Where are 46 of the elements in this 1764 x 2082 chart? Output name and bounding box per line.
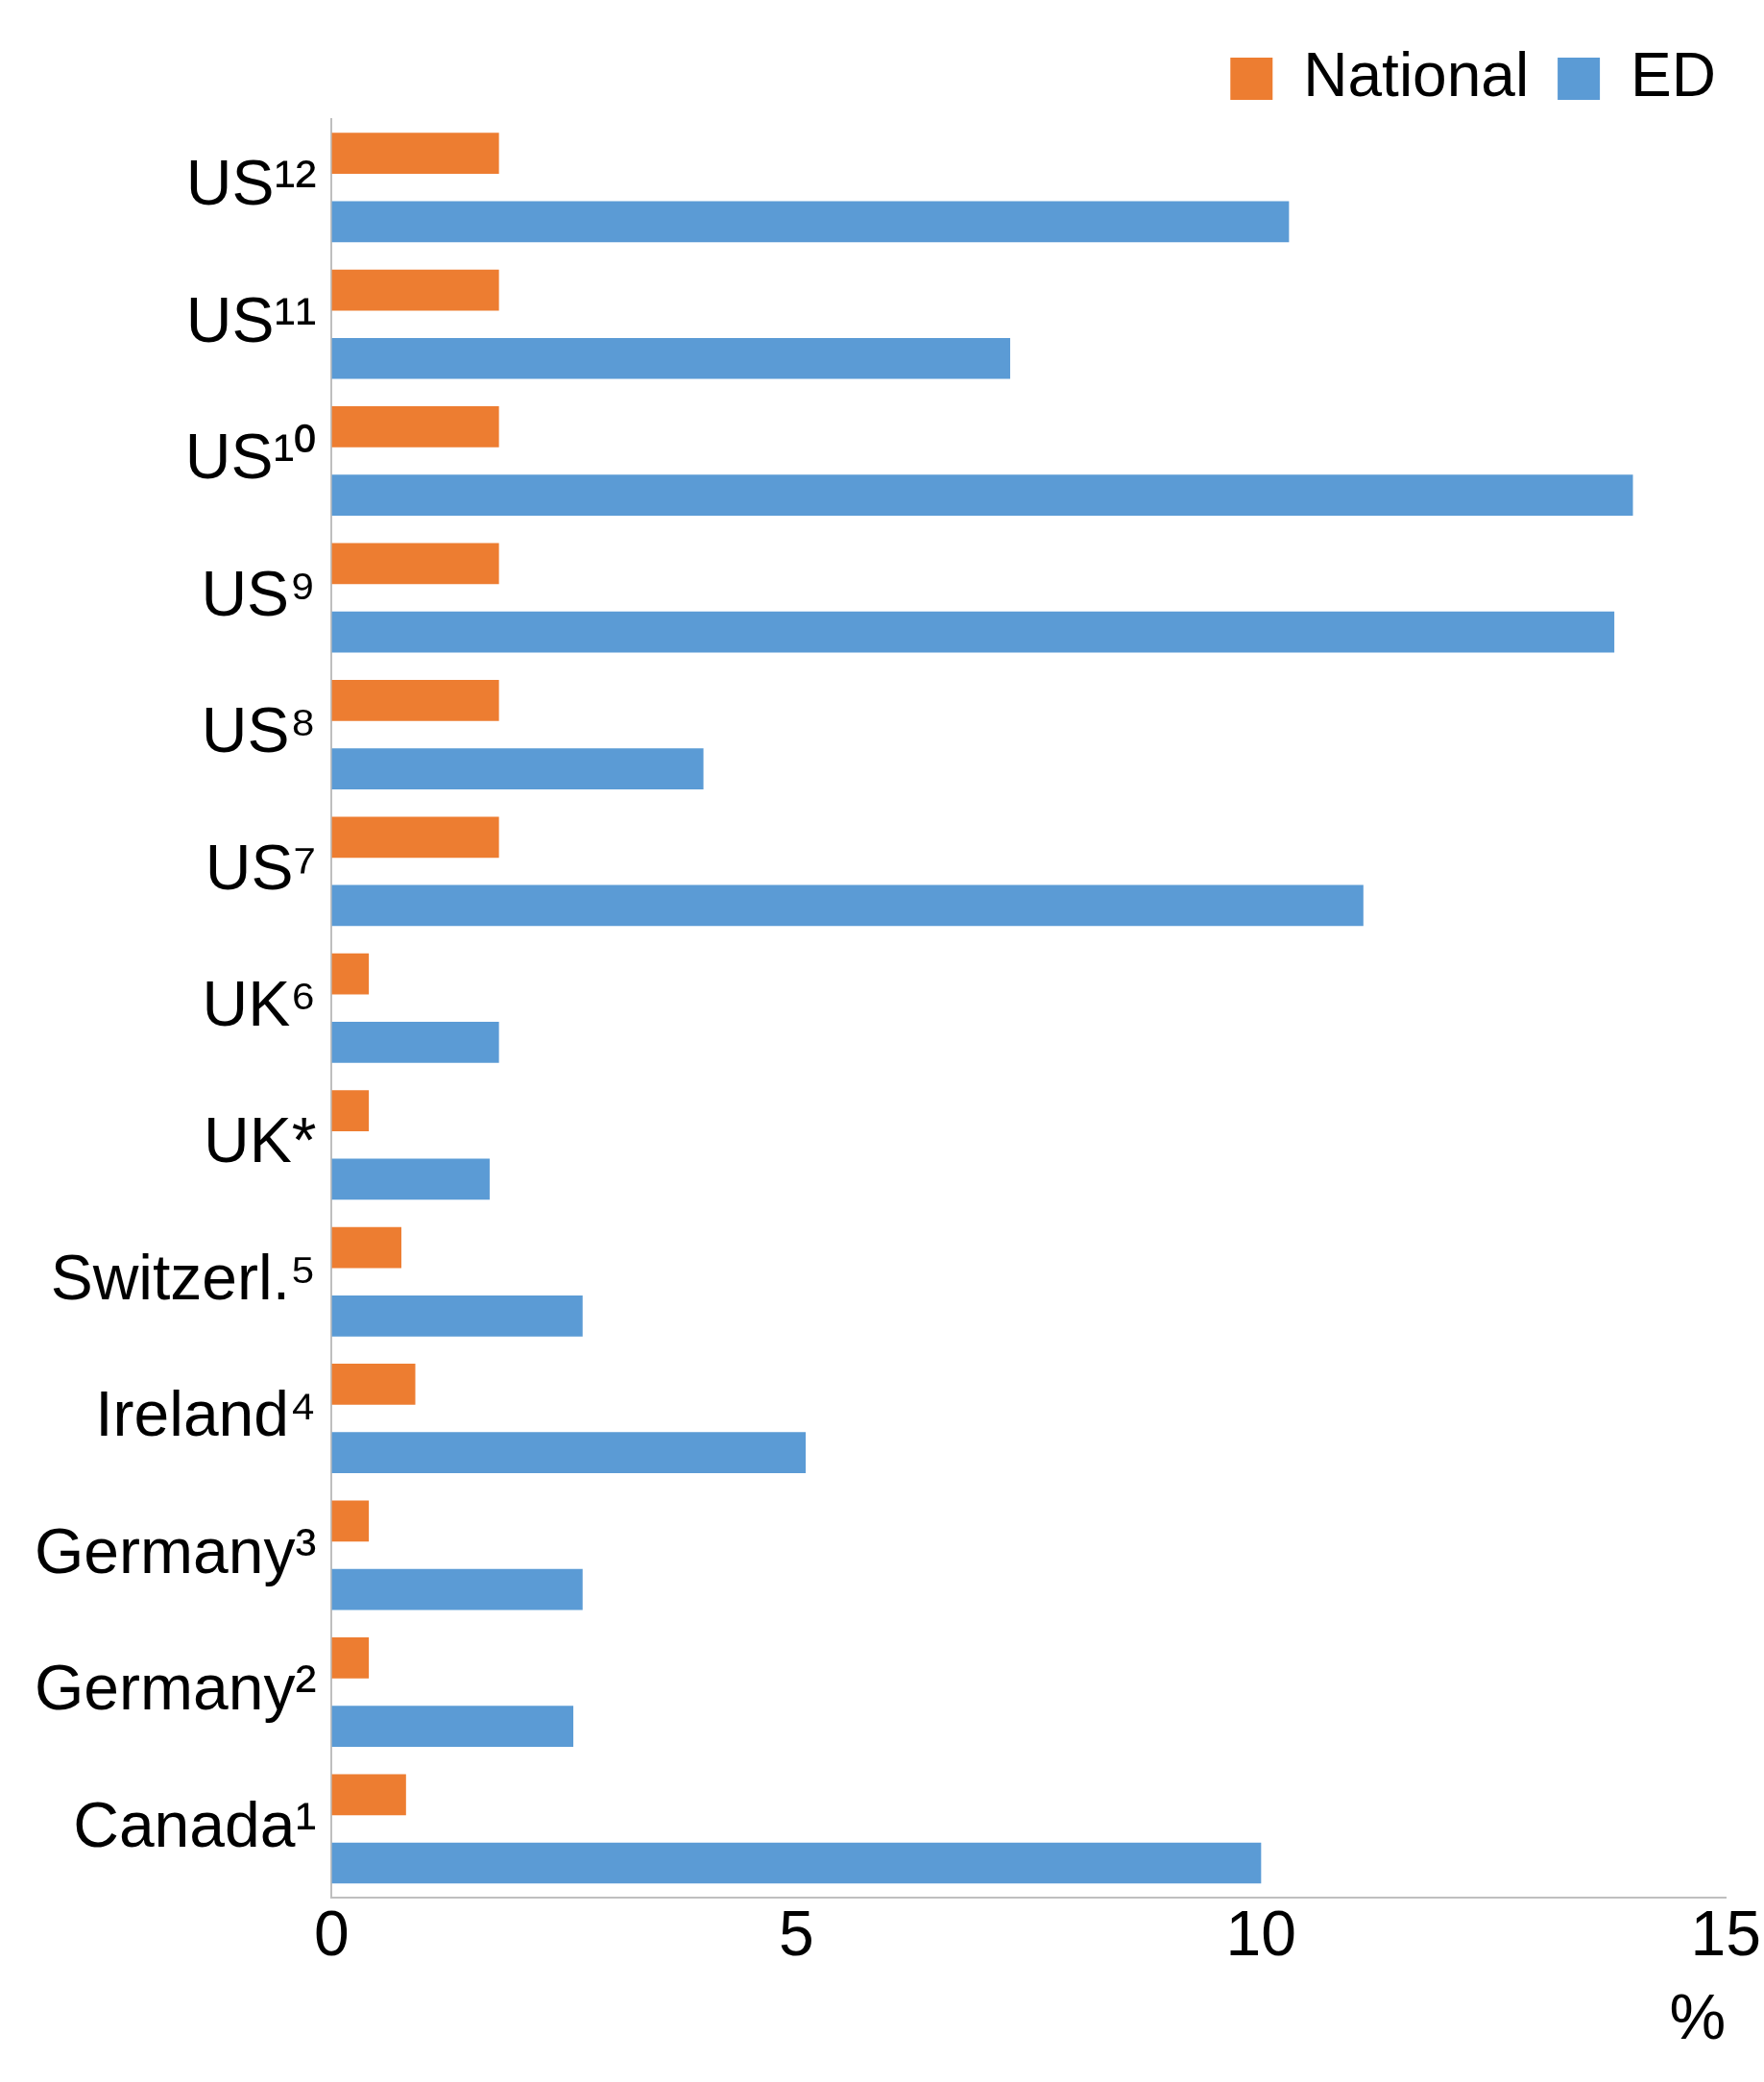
bar [331,474,1633,517]
bar [331,1090,370,1131]
y-tick-label: UK⁶ [202,968,317,1039]
bar [331,1500,370,1542]
bar [331,884,1364,927]
y-tick-label: US⁹ [201,557,317,629]
bar [331,1774,406,1816]
bar [331,1364,416,1405]
bar [331,1636,370,1679]
bar [331,1568,583,1610]
y-tick-label: US⁸ [201,694,317,766]
bar [331,1226,401,1269]
y-tick-label: Canada¹ [73,1788,317,1860]
y-tick-label: US¹¹ [185,283,317,355]
bar [331,269,499,311]
bar [331,953,370,995]
x-tick-label: 0 [314,1898,350,1970]
bar [331,611,1615,653]
y-tick-label: US¹² [185,147,317,219]
y-tick-label: US⁷ [205,831,317,903]
bar [331,1022,499,1063]
bar [331,748,704,789]
bar [331,1295,583,1337]
bar [331,1432,807,1474]
bar [331,1842,1262,1884]
y-tick-label: UK* [204,1104,317,1176]
bar [331,543,499,585]
y-tick-label: Germany² [35,1652,317,1724]
bar [331,337,1010,379]
legend-label: ED [1631,39,1716,109]
bar [331,406,499,448]
y-tick-label: Germany³ [35,1514,317,1586]
legend-label: National [1303,39,1530,109]
bar [331,1158,490,1200]
x-tick-label: 15 [1690,1898,1761,1970]
y-tick-label: Switzerl.⁵ [50,1241,317,1313]
bar [331,1706,574,1747]
bar [331,679,499,721]
x-tick-label: 5 [779,1898,814,1970]
y-tick-label: US¹⁰ [184,421,317,493]
y-tick-label: Ireland⁴ [95,1378,317,1450]
x-tick-label: 10 [1225,1898,1297,1970]
bar [331,201,1290,243]
x-axis-title: % [1669,1980,1727,2052]
bar [331,133,499,174]
bar [331,816,499,859]
